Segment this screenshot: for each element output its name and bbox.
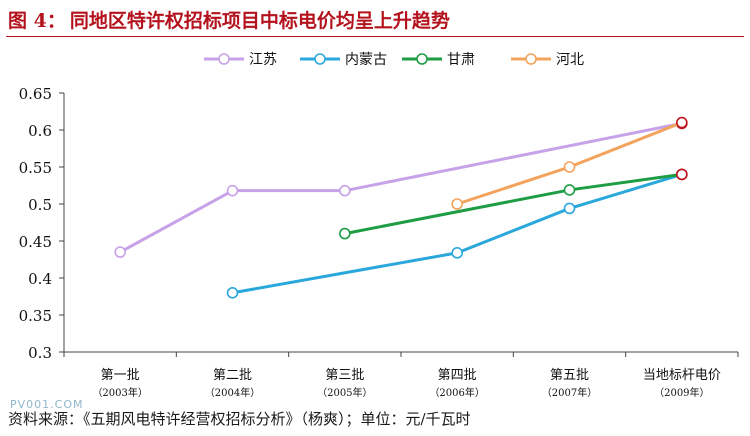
data-point-jiangsu <box>114 246 126 258</box>
x-tick-year-label: （2009年） <box>654 386 709 399</box>
series-line-gansu <box>344 172 683 236</box>
x-tick-year-label: （2006年） <box>429 386 484 399</box>
x-tick-year-label: （2007年） <box>542 386 597 399</box>
data-point-gansu <box>339 227 351 240</box>
x-tick-label: 第四批 <box>438 368 477 383</box>
x-tick-label: 第三批 <box>325 368 364 383</box>
legend-label-hebei: 河北 <box>556 52 584 68</box>
data-point-neimenggu <box>226 286 239 299</box>
legend-marker-jiangsu <box>218 53 230 65</box>
data-point-jiangsu <box>226 184 239 197</box>
watermark: PV001.COM <box>10 398 84 411</box>
legend-marker-hebei <box>525 53 537 65</box>
legend-label-neimenggu: 内蒙古 <box>345 52 387 68</box>
data-point-neimenggu <box>451 247 463 259</box>
legend-label-jiangsu: 江苏 <box>249 52 277 68</box>
y-tick-label: 0.4 <box>28 270 52 288</box>
legend-label-gansu: 甘肃 <box>447 52 475 68</box>
data-point-hebei <box>676 116 688 129</box>
data-point-hebei <box>563 161 576 173</box>
x-tick-year-label: （2004年） <box>205 386 260 399</box>
y-tick-label: 0.55 <box>19 159 52 177</box>
y-tick-label: 0.35 <box>19 307 52 325</box>
title-divider <box>6 36 744 37</box>
chart-title: 图 4： 同地区特许权招标项目中标电价均呈上升趋势 <box>8 6 450 33</box>
x-tick-year-label: （2005年） <box>317 386 372 399</box>
title-text: 同地区特许权招标项目中标电价均呈上升趋势 <box>69 10 450 32</box>
x-tick-year-label: （2003年） <box>92 386 147 399</box>
data-point-neimenggu <box>563 202 576 215</box>
source-note: 资料来源：《五期风电特许经营权招标分析》（杨爽）；单位：元/千瓦时 <box>8 410 471 428</box>
data-point-gansu <box>676 168 688 181</box>
legend-marker-gansu <box>416 53 428 65</box>
y-tick-label: 0.3 <box>28 344 52 362</box>
y-tick-label: 0.65 <box>19 85 52 103</box>
series-line-jiangsu <box>119 121 683 254</box>
data-point-gansu <box>563 184 576 196</box>
data-point-hebei <box>451 198 463 210</box>
data-point-jiangsu <box>339 184 351 197</box>
y-tick-label: 0.5 <box>28 196 52 214</box>
legend-marker-neimenggu <box>314 53 326 65</box>
x-tick-label: 第一批 <box>101 368 140 383</box>
x-tick-label: 当地标杆电价 <box>643 368 721 383</box>
x-tick-label: 第五批 <box>550 368 589 383</box>
x-tick-label: 第二批 <box>213 368 252 383</box>
y-tick-label: 0.6 <box>28 122 52 140</box>
y-tick-label: 0.45 <box>19 233 52 251</box>
figure-label: 图 4： <box>8 10 66 32</box>
series-line-neimenggu <box>232 172 683 295</box>
